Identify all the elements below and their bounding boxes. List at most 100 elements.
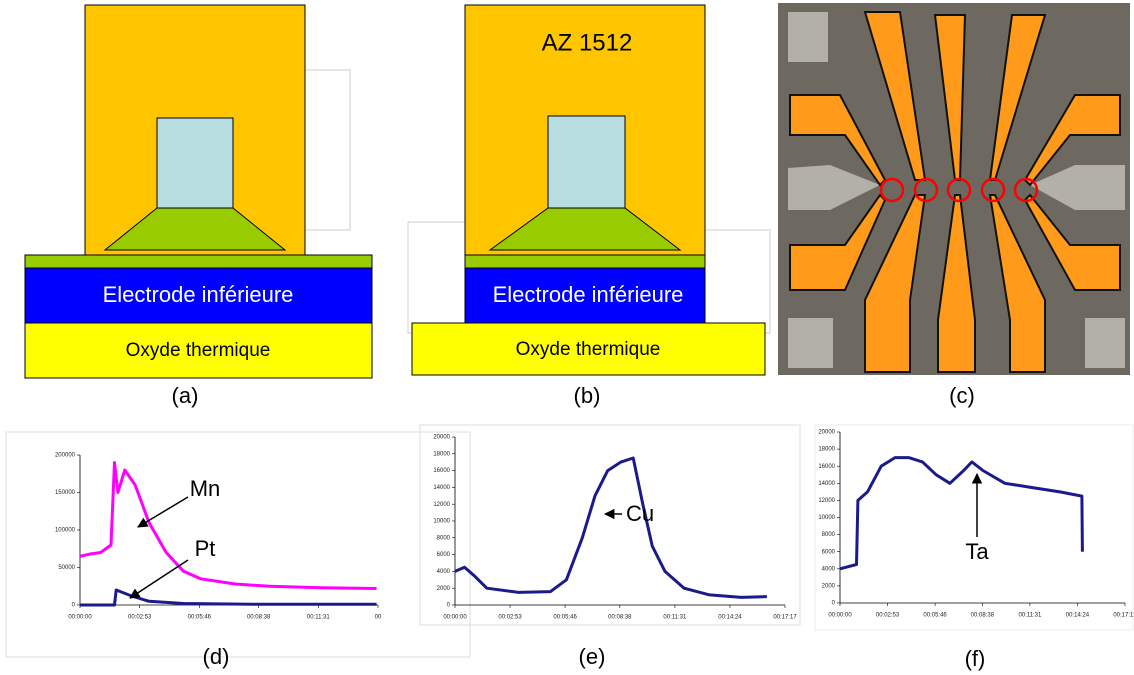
pad <box>788 165 880 210</box>
oxide <box>411 322 766 376</box>
data-line <box>839 456 1084 571</box>
x-tick-label: 00:17:17 <box>1113 613 1134 619</box>
y-tick-label: 14000 <box>818 481 835 487</box>
junction <box>980 177 1006 203</box>
x-tick-label: 00:11:31 <box>663 615 687 621</box>
y-tick-label: 16000 <box>818 464 835 470</box>
finger <box>1023 193 1121 291</box>
y-tick-label: 0 <box>447 603 451 609</box>
y-tick-label: 20000 <box>433 435 450 441</box>
series-label: Ta <box>965 539 989 564</box>
arrow <box>129 559 189 599</box>
oxide-label: Oxyde thermique <box>516 339 661 360</box>
panel-label: (e) <box>579 644 606 669</box>
pad <box>788 318 833 368</box>
diagram-a: Electrode inférieure Oxyde thermique <box>24 4 373 379</box>
x-tick-label: 00:02:53 <box>498 615 522 621</box>
x-tick-label: 00:11:31 <box>307 615 331 621</box>
pad <box>1030 165 1125 210</box>
panel-label: (d) <box>203 644 230 669</box>
x-tick-label: 00:00:00 <box>443 615 467 621</box>
y-tick-label: 0 <box>72 603 76 609</box>
junction <box>1013 177 1039 203</box>
y-tick-label: 8000 <box>437 535 451 541</box>
x-tick-label: 00:00:00 <box>68 615 92 621</box>
oxide <box>24 322 373 379</box>
chart-frame <box>814 424 1134 631</box>
x-tick-label: 00:08:38 <box>247 615 271 621</box>
y-tick-label: 0 <box>832 601 836 607</box>
y-tick-label: 2000 <box>437 586 451 592</box>
y-tick-label: 12000 <box>818 498 835 504</box>
electrode <box>464 267 706 324</box>
y-tick-label: 6000 <box>437 552 451 558</box>
panel-label: (a) <box>172 383 199 408</box>
x-tick-label: 00:00:00 <box>828 613 852 619</box>
x-tick-label: 00:02:53 <box>876 613 900 619</box>
electrode-label: Electrode inférieure <box>493 282 684 307</box>
x-tick-label: 00:05:46 <box>553 615 577 621</box>
y-tick-label: 10000 <box>433 519 450 525</box>
junction <box>913 177 939 203</box>
layer <box>464 254 706 269</box>
y-tick-label: 100000 <box>55 528 76 534</box>
x-tick-label: 00:08:38 <box>608 615 632 621</box>
box <box>407 221 466 334</box>
y-tick-label: 4000 <box>822 566 836 572</box>
y-tick-label: 18000 <box>433 451 450 457</box>
series-label: Cu <box>626 501 654 526</box>
series-label: Pt <box>195 536 216 561</box>
y-tick-label: 18000 <box>818 447 835 453</box>
y-tick-label: 6000 <box>822 549 836 555</box>
chart-frame <box>419 424 801 626</box>
junction <box>879 177 905 203</box>
x-tick-label: 00:14:24 <box>1066 613 1090 619</box>
panel-label: (f) <box>965 646 986 671</box>
pad <box>788 12 828 62</box>
electrode-label: Electrode inférieure <box>103 282 294 307</box>
x-tick-label: 00:17:17 <box>773 615 797 621</box>
y-tick-label: 16000 <box>433 468 450 474</box>
data-line <box>80 588 377 607</box>
y-tick-label: 4000 <box>437 569 451 575</box>
junctions <box>879 177 1039 203</box>
panel-label: (b) <box>574 383 601 408</box>
y-tick-label: 200000 <box>55 453 76 459</box>
x-tick-label: 00:05:46 <box>923 613 947 619</box>
oxide-label: Oxyde thermique <box>126 340 271 361</box>
y-tick-label: 8000 <box>822 532 836 538</box>
box <box>704 229 771 334</box>
finger <box>789 94 887 187</box>
panel-label: (c) <box>949 383 975 408</box>
y-tick-label: 12000 <box>433 502 450 508</box>
y-tick-label: 2000 <box>822 583 836 589</box>
y-tick-label: 20000 <box>818 430 835 436</box>
x-tick-label: 00:08:38 <box>971 613 995 619</box>
x-tick-label: 00 <box>375 615 382 621</box>
data-line <box>79 461 377 590</box>
finger <box>937 194 976 373</box>
photo-c <box>778 3 1130 375</box>
finger <box>988 194 1046 373</box>
y-tick-label: 10000 <box>818 515 835 521</box>
layer <box>24 254 373 269</box>
x-tick-label: 00:14:24 <box>718 615 742 621</box>
y-tick-label: 50000 <box>58 565 75 571</box>
y-tick-label: 150000 <box>55 490 76 496</box>
finger <box>864 194 927 373</box>
diagram-b: AZ 1512 Electrode inférieure Oxyde therm… <box>407 4 771 376</box>
data-line <box>454 456 767 599</box>
arrow <box>137 496 189 528</box>
x-tick-label: 00:05:46 <box>188 615 212 621</box>
junction <box>946 177 972 203</box>
box <box>304 69 351 231</box>
resist-label: AZ 1512 <box>542 29 633 56</box>
via-fill <box>547 115 626 209</box>
y-tick-label: 14000 <box>433 485 450 491</box>
x-tick-label: 00:02:53 <box>128 615 152 621</box>
series-label: Mn <box>190 476 221 501</box>
via-fill <box>156 117 234 209</box>
electrodes <box>789 11 1121 373</box>
chart-frame <box>5 431 471 658</box>
